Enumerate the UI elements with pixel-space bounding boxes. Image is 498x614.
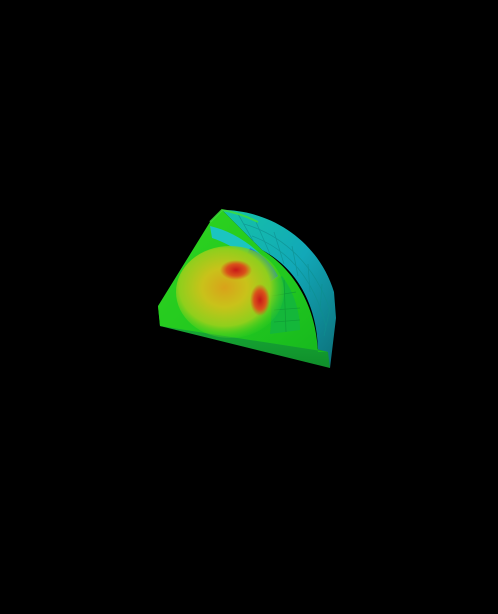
red-spot-right [250,284,270,316]
red-spot-upper [220,260,252,280]
top-edge [209,208,259,223]
outer-curved-surface [222,210,336,368]
curved-surface-mesh [237,213,331,337]
